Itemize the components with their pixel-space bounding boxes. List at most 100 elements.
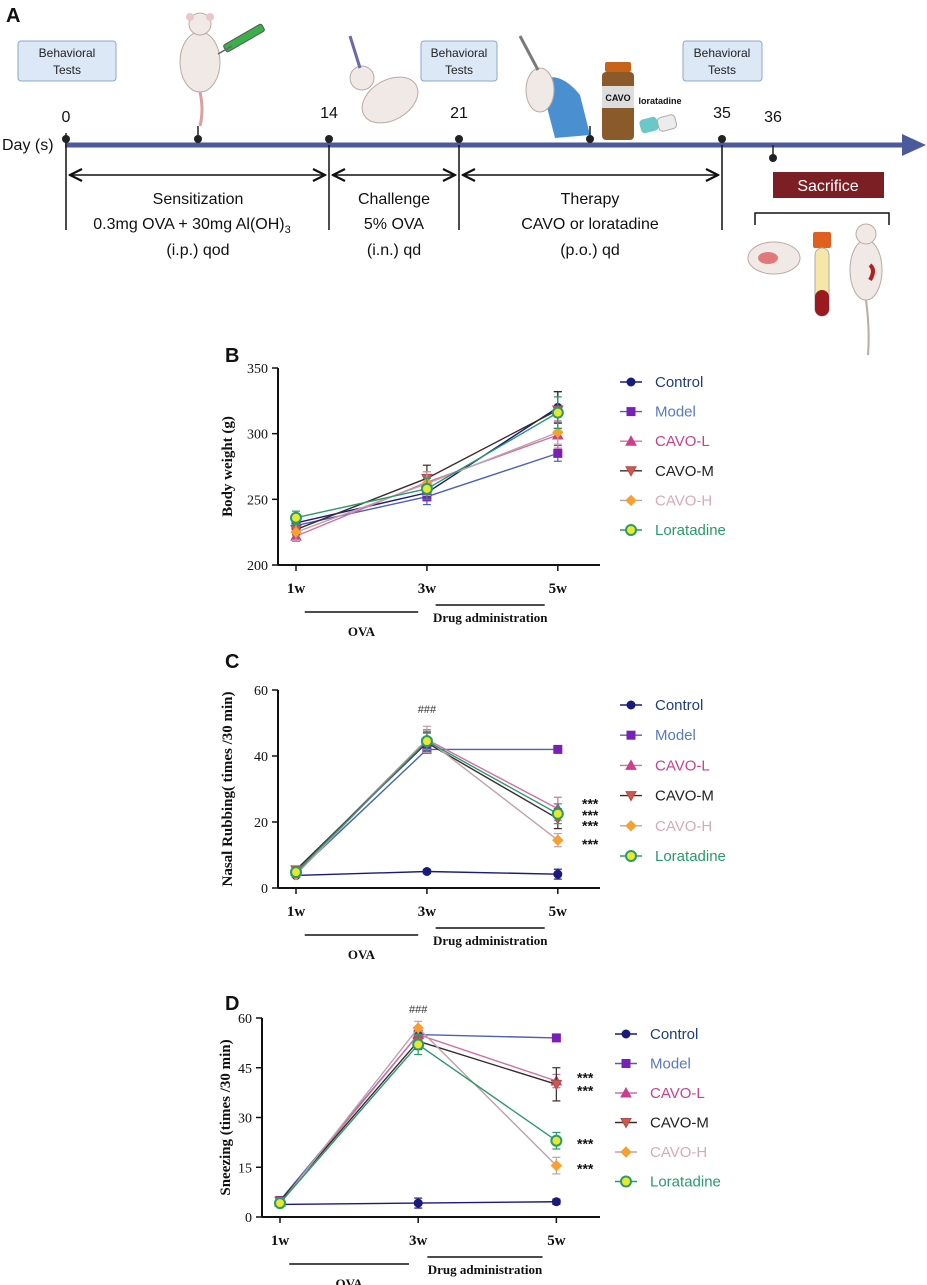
legend-marker	[626, 730, 636, 740]
x-tick-label: 5w	[549, 904, 568, 920]
legend-item-cavo-h: CAVO-H	[620, 492, 712, 509]
legend-marker	[625, 435, 637, 446]
y-tick-label: 20	[254, 816, 268, 831]
rat-injection-illustration	[179, 12, 265, 127]
day-label-14: 14	[320, 105, 338, 122]
data-point	[412, 1038, 425, 1051]
significance-label: ***	[577, 1161, 594, 1177]
x-tick-label: 1w	[287, 904, 306, 920]
data-point	[553, 869, 563, 879]
cavo-vial-illustration: CAVO	[602, 62, 634, 140]
legend-label: CAVO-H	[655, 818, 712, 835]
significance-annotation: ###	[418, 704, 437, 716]
x-tick-label: 1w	[287, 581, 306, 597]
phase-therapy: Therapy CAVO or loratadine (p.o.) qd	[521, 191, 659, 259]
x-tick-label: 3w	[418, 581, 437, 597]
day-marker-gavage	[586, 126, 594, 143]
behavioral-line-2: Tests	[53, 63, 81, 77]
legend-item-loratadine: Loratadine	[620, 522, 726, 539]
panel-c-chart: C 0 20 40 60 1w 3w 5w Nasal Rubbing( times /30 m…	[220, 651, 726, 962]
legend-label: CAVO-M	[655, 463, 714, 480]
data-point	[420, 735, 433, 748]
series-cavo-m	[290, 732, 564, 876]
legend-marker	[620, 1175, 632, 1188]
phase-detail: 0.3mg OVA + 30mg Al(OH)3	[93, 216, 290, 236]
series-line	[295, 741, 559, 871]
data-point	[550, 1134, 563, 1147]
x-tick-label: 3w	[409, 1233, 428, 1249]
series-line	[295, 738, 559, 876]
legend-item-control: Control	[615, 1026, 698, 1043]
loratadine-label: loratadine	[638, 96, 681, 106]
vial-label: CAVO	[605, 93, 630, 103]
bracket-label: OVA	[348, 947, 376, 962]
data-point	[550, 1159, 563, 1172]
behavioral-line-1: Behavioral	[39, 46, 96, 60]
legend-label: Model	[650, 1056, 691, 1073]
y-axis-label: Body weight (g)	[220, 416, 236, 517]
legend-marker	[625, 759, 637, 770]
bracket-label: OVA	[348, 624, 376, 639]
sacrifice-label: Sacrifice	[797, 178, 858, 195]
data-point	[290, 526, 302, 538]
legend-label: CAVO-L	[650, 1085, 705, 1102]
panel-b-chart: B 200 250 300 350 1w 3w 5w Body weight (g) OVA Dru…	[220, 345, 726, 639]
behavioral-line-2: Tests	[445, 63, 473, 77]
legend-marker	[620, 1146, 632, 1158]
legend-item-model: Model	[615, 1056, 691, 1073]
data-point	[551, 807, 564, 820]
x-tick-label: 3w	[418, 904, 437, 920]
data-point	[551, 1197, 561, 1207]
day-label-35: 35	[713, 105, 731, 122]
series-model	[275, 1030, 561, 1205]
legend-item-cavo-l: CAVO-L	[620, 757, 710, 774]
legend-label: Loratadine	[650, 1174, 721, 1191]
y-tick-label: 60	[238, 1012, 252, 1027]
x-tick-label: 1w	[271, 1233, 290, 1249]
legend-marker	[625, 524, 637, 536]
legend-label: CAVO-M	[655, 788, 714, 805]
legend-label: Control	[655, 697, 703, 714]
legend-item-cavo-l: CAVO-L	[620, 433, 710, 450]
series-line	[295, 738, 559, 872]
data-point	[422, 867, 432, 876]
x-tick-label: 5w	[547, 1233, 566, 1249]
y-tick-label: 250	[247, 493, 268, 508]
legend-item-cavo-m: CAVO-M	[620, 463, 714, 480]
day-label-36: 36	[764, 109, 782, 126]
significance-label: ***	[577, 1083, 594, 1099]
phase-name: Sensitization	[153, 191, 244, 208]
behavioral-line-1: Behavioral	[694, 46, 751, 60]
legend-marker	[626, 700, 636, 710]
data-point	[420, 482, 433, 495]
sacrifice-bracket	[754, 212, 890, 225]
legend-label: Control	[655, 374, 703, 391]
significance-label: ***	[582, 807, 599, 823]
phase-sensitization: Sensitization 0.3mg OVA + 30mg Al(OH)3 (…	[93, 191, 290, 259]
panel-d-chart: D 0 15 30 45 60 1w 3w 5w Sneezing (times /30 min)…	[218, 993, 721, 1285]
bracket-label: OVA	[335, 1276, 363, 1285]
data-point	[552, 834, 564, 846]
series-cavo-m	[274, 1032, 563, 1208]
y-axis-label: Sneezing (times /30 min)	[218, 1039, 234, 1195]
behavioral-tests-box-3: Behavioral Tests	[682, 40, 763, 82]
legend-label: Loratadine	[655, 848, 726, 865]
series-line	[279, 1033, 557, 1201]
legend-item-cavo-l: CAVO-L	[615, 1085, 705, 1102]
series-line	[295, 748, 558, 874]
loratadine-pill-illustration: loratadine	[638, 96, 682, 134]
data-point	[551, 406, 564, 419]
series-loratadine	[274, 1033, 563, 1210]
day-axis-label: Day (s)	[2, 137, 54, 154]
series-control	[291, 391, 563, 531]
significance-label: ***	[582, 818, 599, 834]
series-line	[279, 1033, 557, 1203]
panel-a: A Behavioral Tests Behavioral Tests Beha…	[2, 5, 926, 356]
sample-illustrations	[747, 223, 883, 356]
behavioral-line-2: Tests	[708, 63, 736, 77]
y-tick-label: 40	[254, 750, 268, 765]
bracket-label: Drug administration	[433, 610, 548, 625]
data-point	[290, 511, 302, 524]
series-control	[275, 1197, 561, 1209]
